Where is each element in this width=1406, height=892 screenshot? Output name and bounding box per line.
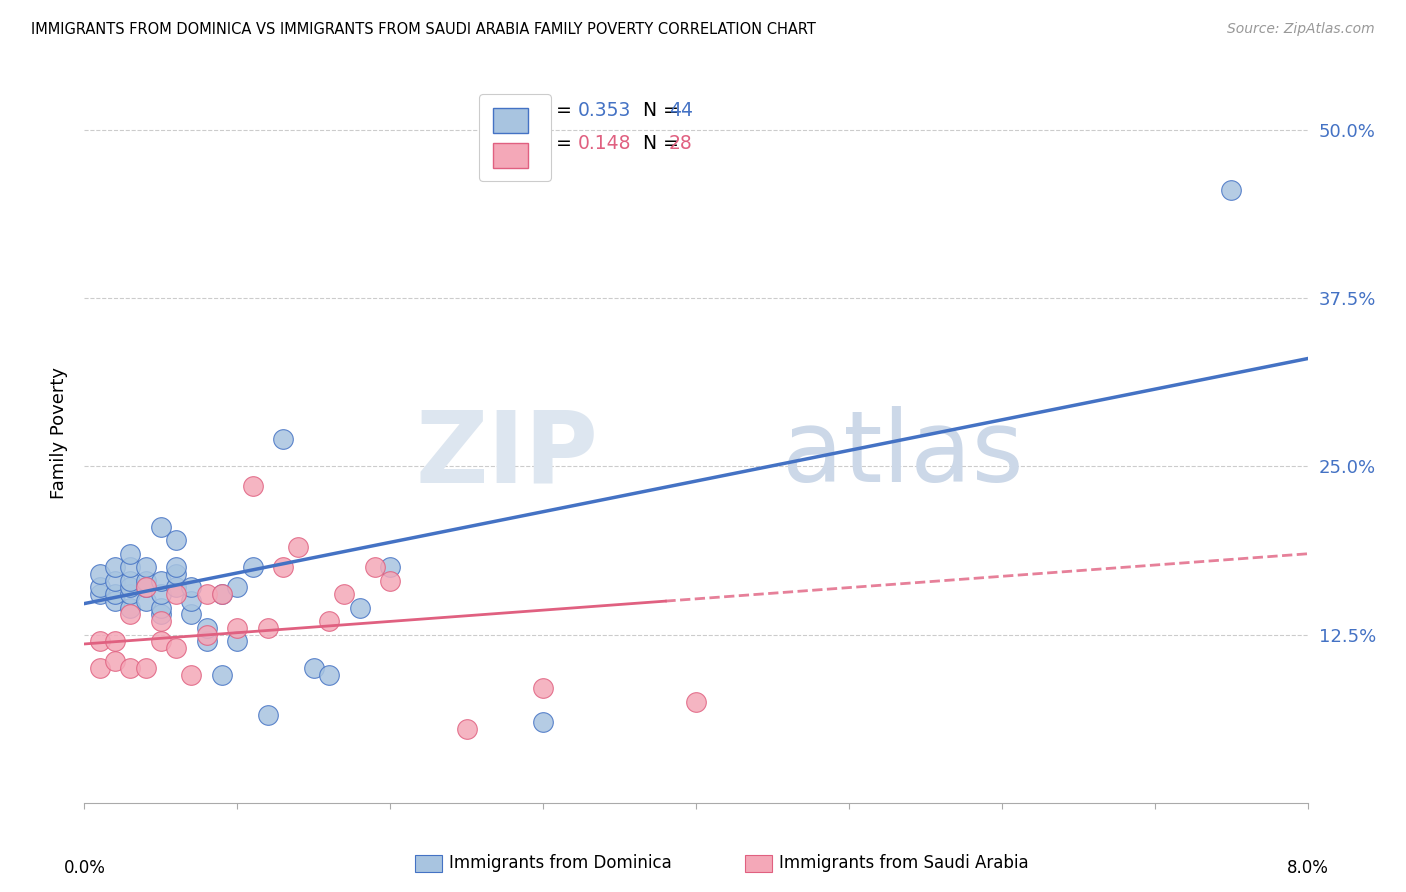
- Point: [135, 594, 157, 608]
- Text: ZIP: ZIP: [415, 407, 598, 503]
- Point: [89, 661, 111, 675]
- Point: [318, 668, 340, 682]
- Point: [380, 560, 402, 574]
- Point: [226, 581, 249, 595]
- Text: 0.148: 0.148: [578, 134, 631, 153]
- Point: [257, 708, 280, 723]
- Point: [271, 433, 294, 447]
- Point: [149, 520, 172, 534]
- Text: 0.0%: 0.0%: [63, 859, 105, 878]
- Point: [242, 479, 264, 493]
- Point: [135, 581, 157, 595]
- Text: R =: R =: [537, 134, 578, 153]
- Point: [180, 581, 202, 595]
- Point: [104, 574, 127, 588]
- Point: [318, 614, 340, 628]
- Point: [149, 614, 172, 628]
- Point: [135, 560, 157, 574]
- Point: [271, 560, 294, 574]
- Text: R =: R =: [537, 101, 578, 120]
- Point: [180, 594, 202, 608]
- Point: [211, 668, 233, 682]
- Point: [531, 681, 554, 696]
- Point: [195, 587, 218, 601]
- Text: 0.353: 0.353: [578, 101, 631, 120]
- Point: [165, 587, 187, 601]
- Point: [287, 540, 309, 554]
- Point: [456, 722, 478, 736]
- Point: [104, 560, 127, 574]
- Point: [531, 714, 554, 729]
- Point: [211, 587, 233, 601]
- Point: [685, 695, 707, 709]
- Point: [120, 607, 142, 622]
- Point: [349, 600, 371, 615]
- Text: 8.0%: 8.0%: [1286, 859, 1329, 878]
- Point: [120, 560, 142, 574]
- Point: [226, 634, 249, 648]
- Point: [195, 634, 218, 648]
- Point: [211, 587, 233, 601]
- Point: [89, 566, 111, 581]
- Text: atlas: atlas: [782, 407, 1024, 503]
- Y-axis label: Family Poverty: Family Poverty: [51, 367, 69, 499]
- Point: [104, 655, 127, 669]
- Point: [180, 607, 202, 622]
- Point: [149, 600, 172, 615]
- Point: [89, 581, 111, 595]
- Text: Immigrants from Saudi Arabia: Immigrants from Saudi Arabia: [779, 854, 1029, 871]
- Point: [333, 587, 356, 601]
- Point: [257, 621, 280, 635]
- Point: [165, 560, 187, 574]
- Point: [135, 661, 157, 675]
- Text: N =: N =: [626, 101, 685, 120]
- Point: [364, 560, 387, 574]
- Point: [135, 574, 157, 588]
- Point: [195, 621, 218, 635]
- Point: [165, 581, 187, 595]
- FancyBboxPatch shape: [745, 855, 772, 871]
- Text: Source: ZipAtlas.com: Source: ZipAtlas.com: [1227, 22, 1375, 37]
- Point: [165, 533, 187, 548]
- Text: 44: 44: [669, 101, 693, 120]
- Text: 28: 28: [669, 134, 693, 153]
- Point: [380, 574, 402, 588]
- Text: N =: N =: [626, 134, 685, 153]
- Point: [149, 607, 172, 622]
- Point: [120, 581, 142, 595]
- Legend: , : ,: [479, 95, 551, 181]
- Point: [135, 581, 157, 595]
- Point: [302, 661, 325, 675]
- Point: [195, 627, 218, 641]
- Text: Immigrants from Dominica: Immigrants from Dominica: [449, 854, 672, 871]
- Point: [104, 587, 127, 601]
- Point: [104, 634, 127, 648]
- FancyBboxPatch shape: [415, 855, 441, 871]
- Text: IMMIGRANTS FROM DOMINICA VS IMMIGRANTS FROM SAUDI ARABIA FAMILY POVERTY CORRELAT: IMMIGRANTS FROM DOMINICA VS IMMIGRANTS F…: [31, 22, 815, 37]
- Point: [89, 587, 111, 601]
- Point: [165, 640, 187, 655]
- Point: [120, 661, 142, 675]
- Point: [149, 634, 172, 648]
- Point: [1220, 183, 1243, 197]
- Point: [149, 574, 172, 588]
- Point: [180, 668, 202, 682]
- Point: [149, 587, 172, 601]
- Point: [120, 587, 142, 601]
- Point: [242, 560, 264, 574]
- Point: [120, 600, 142, 615]
- Point: [165, 566, 187, 581]
- Point: [89, 634, 111, 648]
- Point: [226, 621, 249, 635]
- Point: [104, 594, 127, 608]
- Point: [120, 574, 142, 588]
- Point: [120, 547, 142, 561]
